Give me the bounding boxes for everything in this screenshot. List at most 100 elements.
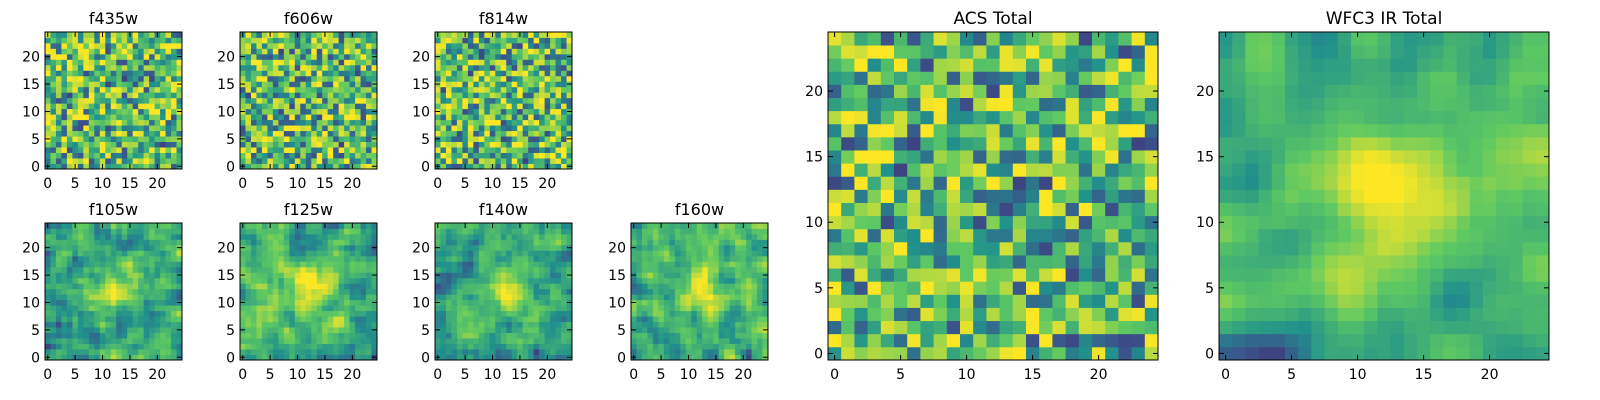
heatmap-cell <box>105 158 112 164</box>
heatmap-cell <box>960 281 974 295</box>
heatmap-cell <box>55 81 62 88</box>
heatmap-cell <box>511 130 518 137</box>
heatmap-cell <box>691 327 698 333</box>
heatmap-cell <box>355 158 361 164</box>
heatmap-cell <box>495 338 502 344</box>
heatmap-cell <box>171 266 177 273</box>
heatmap-cell <box>77 354 84 361</box>
heatmap-cell <box>294 42 301 49</box>
heatmap-cell <box>555 354 562 361</box>
heatmap-cell <box>533 141 540 148</box>
heatmap-cell <box>94 86 101 93</box>
heatmap-cell <box>511 228 518 235</box>
heatmap-cell <box>636 310 643 317</box>
heatmap-cell <box>333 119 340 126</box>
heatmap-cell <box>528 283 535 290</box>
heatmap-cell <box>327 42 334 49</box>
heatmap-cell <box>707 277 714 284</box>
heatmap-cell <box>45 37 51 44</box>
heatmap-cell <box>316 228 323 235</box>
heatmap-cell <box>110 141 117 148</box>
heatmap-cell <box>289 136 296 142</box>
heatmap-cell <box>544 255 551 262</box>
heatmap-cell <box>99 152 106 159</box>
heatmap-cell <box>55 86 62 93</box>
heatmap-cell <box>986 255 1000 269</box>
heatmap-cell <box>631 338 637 344</box>
heatmap-cell <box>55 223 62 229</box>
heatmap-cell <box>451 141 458 148</box>
heatmap-cell <box>245 266 252 273</box>
heatmap-cell <box>66 163 73 170</box>
heatmap-cell <box>272 277 279 284</box>
heatmap-cell <box>283 244 290 251</box>
heatmap-cell <box>484 228 491 235</box>
heatmap-cell <box>522 266 529 273</box>
heatmap-cell <box>696 261 703 268</box>
heatmap-cell <box>724 332 731 339</box>
heatmap-cell <box>311 125 318 132</box>
heatmap-cell <box>61 321 68 328</box>
heatmap-cell <box>311 130 318 137</box>
heatmap-cell <box>176 59 183 66</box>
heatmap-cell <box>333 42 340 49</box>
heatmap-cell <box>462 59 469 66</box>
heatmap-cell <box>311 228 318 235</box>
heatmap-cell <box>729 327 736 333</box>
heatmap-cell <box>462 332 469 339</box>
heatmap-cell <box>267 316 274 323</box>
heatmap-cell <box>445 97 452 104</box>
heatmap-cell <box>1065 268 1080 282</box>
heatmap-cell <box>718 343 725 350</box>
heatmap-cell <box>77 32 84 38</box>
heatmap-cell <box>751 223 758 229</box>
heatmap-cell <box>256 108 263 115</box>
heatmap-cell <box>841 268 855 282</box>
heatmap-cell <box>94 255 101 262</box>
heatmap-cell <box>544 316 551 323</box>
heatmap-cell <box>685 288 692 295</box>
heatmap-cell <box>555 321 562 328</box>
heatmap-cell <box>261 86 268 93</box>
x-tick-label: 5 <box>461 367 470 383</box>
heatmap-cell <box>105 108 112 115</box>
heatmap-cell <box>72 239 79 246</box>
heatmap-cell <box>154 119 161 126</box>
heatmap-cell <box>83 119 90 126</box>
heatmap-cell <box>511 255 518 262</box>
heatmap-cell <box>467 321 474 328</box>
heatmap-cell <box>451 316 458 323</box>
heatmap-cell <box>555 37 562 44</box>
heatmap-cell <box>500 255 507 262</box>
heatmap-cell <box>440 37 447 44</box>
heatmap-cell <box>311 53 318 60</box>
heatmap-cell <box>566 114 573 121</box>
heatmap-cell <box>544 310 551 317</box>
heatmap-cell <box>267 283 274 290</box>
heatmap-cell <box>245 119 252 126</box>
x-tick-label: 20 <box>538 367 556 383</box>
heatmap-cell <box>366 64 372 71</box>
heatmap-cell <box>658 305 665 312</box>
heatmap-cell <box>489 86 496 93</box>
heatmap-cell <box>495 272 502 279</box>
heatmap-cell <box>272 239 279 246</box>
heatmap-cell <box>338 163 345 170</box>
heatmap-cell <box>283 277 290 284</box>
heatmap-cell <box>272 59 279 66</box>
heatmap-cell <box>99 272 106 279</box>
heatmap-cell <box>478 114 485 121</box>
heatmap-cell <box>724 343 731 350</box>
heatmap-cell <box>110 163 117 170</box>
heatmap-cell <box>440 255 447 262</box>
heatmap-cell <box>1118 255 1132 269</box>
heatmap-cell <box>495 354 502 361</box>
heatmap-cell <box>333 92 340 99</box>
heatmap-cell <box>713 349 720 355</box>
heatmap-cell <box>45 277 51 284</box>
heatmap-cell <box>245 310 252 317</box>
heatmap-cell <box>99 70 106 77</box>
heatmap-cell <box>1065 189 1080 203</box>
heatmap-cell <box>105 321 112 328</box>
heatmap-cell <box>83 332 90 339</box>
